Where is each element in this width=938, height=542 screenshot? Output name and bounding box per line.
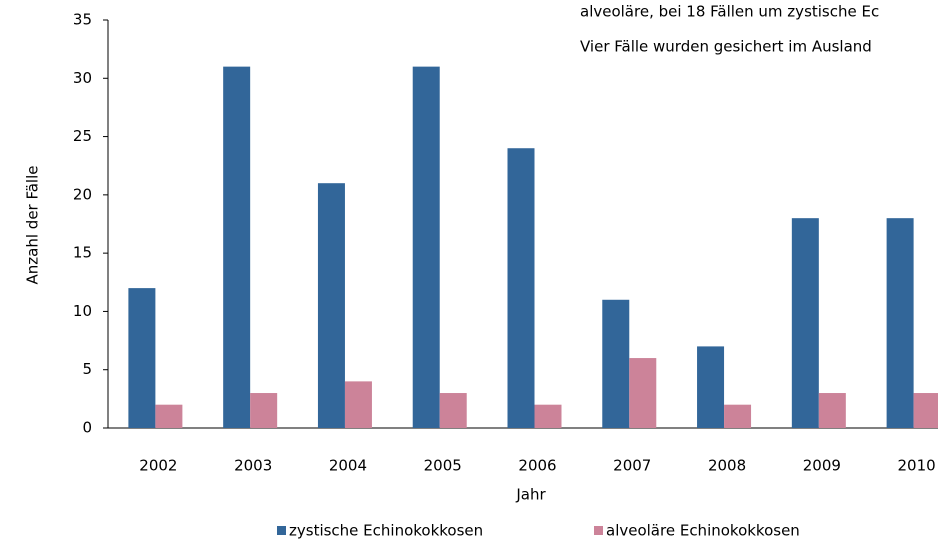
y-tick-label: 35: [73, 11, 92, 29]
bar: [534, 404, 562, 428]
bar: [602, 299, 630, 428]
bar: [791, 218, 819, 428]
x-tick-label: 2004: [329, 457, 367, 475]
x-tick-label: 2007: [613, 457, 651, 475]
bar: [250, 393, 278, 428]
x-tick-label: 2009: [803, 457, 841, 475]
annotation: Vier Fälle wurden gesichert im Ausland: [580, 38, 872, 56]
bar: [155, 404, 183, 428]
y-tick-label: 15: [73, 244, 92, 262]
bar: [439, 393, 467, 428]
bar: [344, 381, 372, 428]
x-tick-label: 2010: [898, 457, 936, 475]
bar: [507, 148, 535, 428]
bar: [128, 288, 156, 428]
bar: [629, 358, 657, 428]
legend-swatch: [594, 526, 603, 535]
y-tick-label: 25: [73, 127, 92, 145]
bar: [223, 66, 251, 428]
x-tick-label: 2006: [518, 457, 556, 475]
bar: [317, 183, 345, 428]
x-axis-label: Jahr: [515, 486, 546, 504]
bar: [724, 404, 752, 428]
x-tick-label: 2003: [234, 457, 272, 475]
y-tick-label: 10: [73, 302, 92, 320]
bar: [913, 393, 938, 428]
x-tick-label: 2008: [708, 457, 746, 475]
bar: [697, 346, 725, 428]
legend-label: zystische Echinokokkosen: [289, 522, 483, 540]
bar: [818, 393, 846, 428]
x-tick-label: 2002: [139, 457, 177, 475]
y-tick-label: 0: [82, 419, 92, 437]
x-tick-label: 2005: [424, 457, 462, 475]
bar: [412, 66, 440, 428]
annotation: alveoläre, bei 18 Fällen um zystische Ec: [580, 3, 879, 21]
y-tick-label: 20: [73, 185, 92, 203]
y-tick-label: 5: [82, 360, 92, 378]
y-axis-label: Anzahl der Fälle: [24, 166, 42, 285]
y-tick-label: 30: [73, 69, 92, 87]
bar: [886, 218, 914, 428]
legend-swatch: [277, 526, 286, 535]
legend-label: alveoläre Echinokokkosen: [606, 522, 800, 540]
